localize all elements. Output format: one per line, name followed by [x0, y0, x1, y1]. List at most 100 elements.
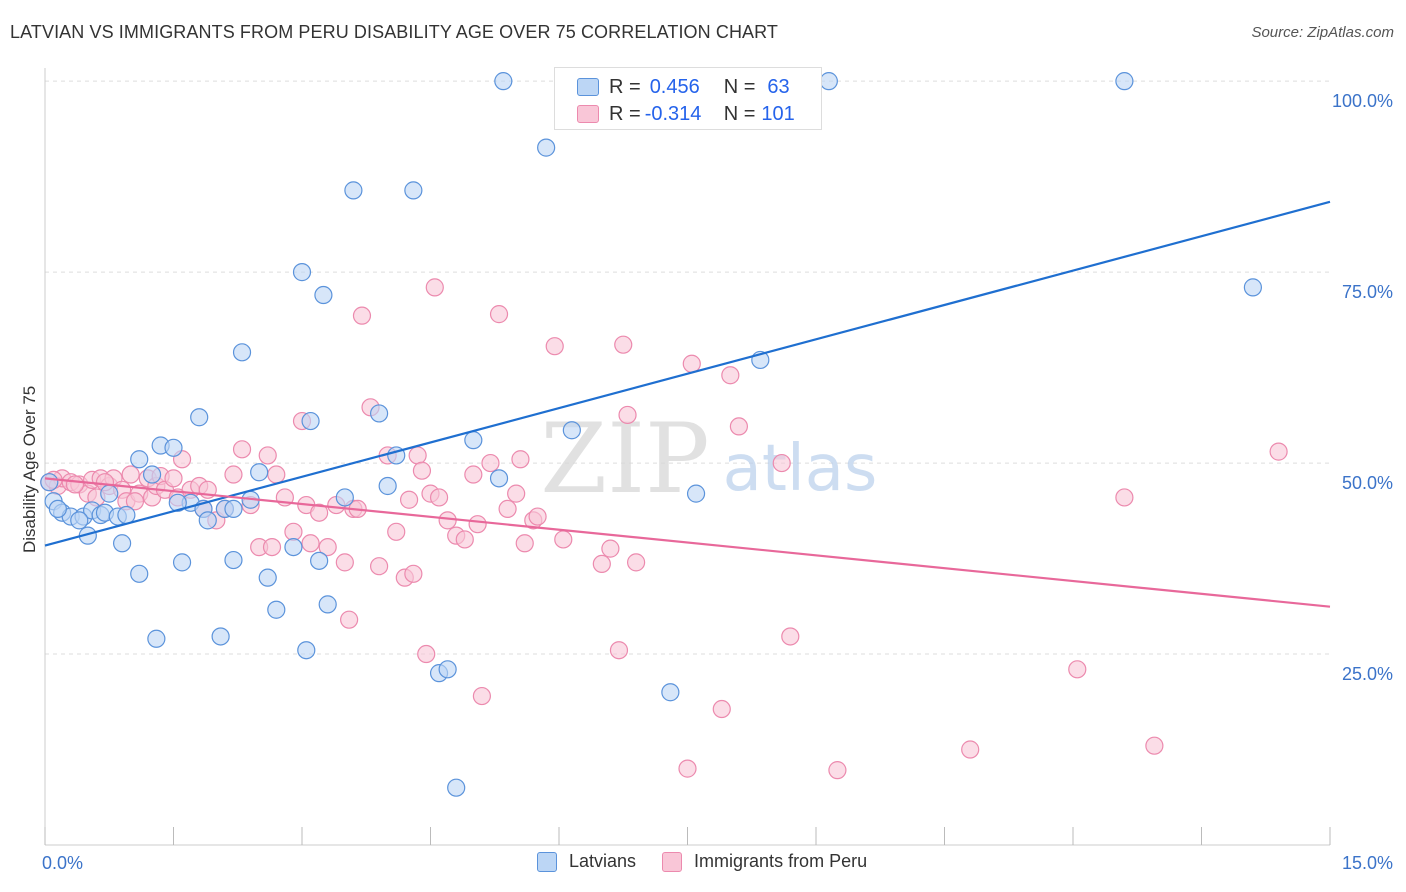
point-latvians [370, 404, 389, 423]
point-latvians [447, 778, 466, 797]
point-peru [438, 511, 457, 530]
legend-label-latvians: Latvians [569, 851, 637, 871]
point-peru [472, 686, 491, 706]
watermark: ZIP atlas [540, 403, 877, 515]
point-peru [601, 539, 620, 558]
point-peru [729, 417, 749, 436]
point-latvians [147, 629, 166, 648]
legend-swatch-peru [662, 851, 683, 872]
point-peru [318, 537, 337, 557]
point-peru [781, 627, 800, 646]
point-peru [609, 641, 629, 660]
point-latvians [292, 263, 312, 282]
legend-r-value: -0.314 [644, 102, 702, 125]
point-latvians [1115, 72, 1134, 91]
point-latvians [172, 553, 192, 572]
point-latvians [40, 473, 59, 492]
series-immigrants-from-peru [40, 278, 1288, 780]
point-peru [626, 553, 646, 572]
legend-r-label: R = [609, 75, 641, 98]
point-peru [618, 405, 637, 425]
point-peru [498, 499, 517, 519]
point-peru [412, 461, 432, 480]
point-latvians [142, 465, 162, 484]
tick-labels: 25.0% 50.0% 75.0% 100.0% 0.0% 15.0% [42, 91, 1393, 873]
point-peru [682, 354, 701, 373]
y-axis-label: Disability Age Over 75 [20, 385, 39, 553]
point-latvians [267, 600, 286, 619]
point-peru [417, 644, 436, 664]
x-tick-label: 15.0% [1342, 853, 1393, 873]
point-latvians [70, 511, 89, 530]
legend-n-value: 101 [761, 102, 795, 125]
legend-swatch-pink [577, 105, 599, 123]
point-latvians [224, 550, 243, 570]
legend-swatch-latvians [537, 851, 557, 872]
point-peru [335, 553, 354, 572]
legend-item-peru[interactable]: Immigrants from Peru [662, 851, 867, 872]
point-peru [399, 490, 419, 509]
point-latvians [232, 343, 252, 362]
point-latvians [297, 641, 316, 660]
point-peru [712, 699, 731, 719]
point-peru [515, 534, 534, 553]
point-peru [125, 492, 145, 511]
point-latvians [404, 181, 423, 200]
point-latvians [284, 537, 303, 557]
point-peru [370, 557, 389, 576]
point-peru [301, 534, 320, 553]
point-peru [429, 488, 449, 507]
trendline-peru [44, 477, 1331, 608]
point-latvians [190, 408, 209, 427]
point-peru [258, 446, 277, 465]
y-tick-label: 75.0% [1342, 282, 1393, 302]
point-peru [481, 453, 500, 473]
point-peru [352, 306, 372, 325]
y-tick-label: 25.0% [1342, 664, 1393, 684]
point-latvians [48, 499, 67, 519]
y-tick-label: 50.0% [1342, 473, 1393, 493]
point-latvians [168, 493, 187, 512]
legend-n-label: N = [723, 75, 756, 98]
point-latvians [819, 72, 838, 91]
legend-item-latvians[interactable]: Latvians [537, 851, 636, 872]
point-latvians [335, 488, 354, 507]
point-peru [721, 366, 740, 385]
point-latvians [489, 469, 509, 488]
point-latvians [537, 138, 556, 157]
point-peru [408, 446, 427, 465]
point-latvians [344, 181, 363, 200]
point-peru [528, 507, 547, 526]
legend-label-peru: Immigrants from Peru [694, 851, 868, 871]
point-latvians [258, 568, 277, 587]
point-peru [1115, 488, 1134, 507]
point-peru [489, 305, 509, 324]
point-latvians [318, 595, 337, 614]
point-peru [425, 278, 444, 297]
point-peru [545, 337, 564, 356]
point-peru [828, 761, 847, 780]
legend-r-label: R = [609, 102, 641, 125]
point-peru [507, 484, 526, 503]
point-latvians [224, 499, 243, 519]
point-latvians [130, 450, 149, 469]
trend-lines [44, 200, 1331, 608]
point-peru [961, 740, 980, 759]
watermark-atlas: atlas [723, 432, 878, 506]
series-latvians [40, 72, 1263, 797]
axis-layer [44, 68, 1331, 846]
point-peru [340, 610, 359, 629]
point-peru [164, 469, 183, 488]
point-peru [387, 522, 406, 541]
point-latvians [310, 551, 329, 570]
point-peru [554, 530, 573, 549]
point-latvians [378, 476, 397, 496]
point-peru [232, 440, 252, 459]
point-peru [224, 465, 243, 484]
source-credit: Source: ZipAtlas.com [1251, 24, 1394, 41]
legend-row-latvians: R = 0.456 N = 63 [577, 75, 790, 99]
legend-r-value: 0.456 [649, 75, 700, 98]
point-latvians [198, 511, 217, 530]
legend-n-label: N = [723, 102, 756, 125]
